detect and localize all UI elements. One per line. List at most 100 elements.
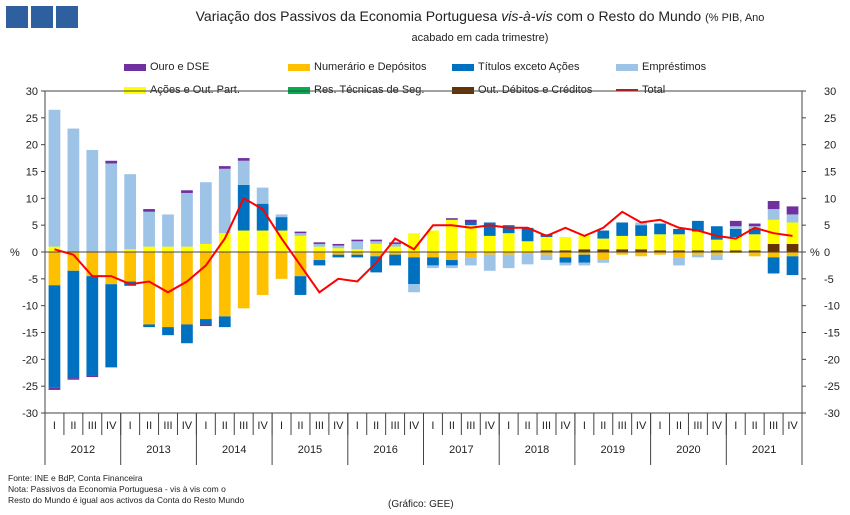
total-line [54,196,793,294]
bar-acoes [635,235,648,250]
footer-note-2: Resto do Mundo é igual aos activos da Co… [8,495,245,505]
x-tick-label-quarter: I [507,420,510,432]
y-tick-label-left: -30 [22,408,38,420]
x-tick-label-quarter: IV [257,420,268,432]
y-tick-label-right: -5 [824,274,834,286]
bar-ouro [105,160,118,164]
bar-numerario [67,252,80,271]
bar-emprestimos [199,182,212,244]
bar-acoes [48,246,61,252]
bar-acoes [597,238,610,250]
bar-emprestimos [710,254,723,261]
bar-numerario [767,252,780,258]
y-axis-label-right: % [810,247,820,259]
legend-numerario: Numerário e Depósitos [288,61,427,73]
bar-numerario [86,252,99,277]
bar-titulos [256,203,269,231]
gee-logo [6,6,78,28]
x-tick-label-quarter: IV [485,420,496,432]
x-tick-label-quarter: III [466,420,475,432]
bar-numerario [351,252,364,255]
bar-titulos [673,228,685,235]
bar-emprestimos [275,214,288,218]
bar-acoes [218,233,231,252]
x-tick-label-quarter: I [583,420,586,432]
bar-titulos [748,228,761,235]
bar-titulos [48,285,61,388]
logo-block-2 [31,6,53,28]
y-tick-label-left: -5 [28,274,38,286]
bar-ouro [446,218,458,220]
bar-titulos [483,222,496,236]
x-tick-label-quarter: II [222,420,228,432]
y-tick-label-left: 30 [26,86,38,98]
y-tick-label-left: 25 [26,113,38,125]
x-tick-label-year: 2021 [752,444,776,456]
bar-titulos [502,225,515,234]
legend-swatch-titulos [452,63,474,71]
x-tick-label-quarter: I [659,420,662,432]
bar-numerario [218,252,231,317]
bar-titulos [464,222,477,226]
x-tick-label-year: 2016 [373,444,397,456]
bar-out_debitos [578,249,591,252]
x-tick-label-quarter: IV [106,420,117,432]
bar-ouro [786,206,799,215]
legend-label-titulos: Títulos exceto Ações [478,61,580,73]
logo-block-3 [56,6,78,28]
y-tick-label-right: 25 [824,113,836,125]
bar-numerario [199,252,212,320]
bar-ouro [729,220,742,227]
x-tick-label-quarter: II [297,420,303,432]
y-tick-label-left: -15 [22,328,38,340]
bar-numerario [635,252,648,257]
bar-emprestimos [86,150,99,252]
x-tick-label-quarter: II [600,420,606,432]
bar-out_debitos [729,250,742,252]
bar-acoes [786,222,799,244]
legend-acoes: Ações e Out. Part. [124,84,240,96]
bar-out_debitos [540,250,553,252]
y-tick-label-left: 10 [26,193,38,205]
x-tick-label-quarter: II [449,420,455,432]
x-tick-label-year: 2013 [146,444,170,456]
x-tick-label-quarter: IV [560,420,571,432]
legend-swatch-res-tecnicas [288,86,310,94]
bar-emprestimos [408,284,420,293]
bar-numerario [559,252,572,258]
bar-emprestimos [559,262,572,266]
bar-emprestimos [464,257,477,266]
bar-ouro [218,166,231,169]
bar-emprestimos [237,160,250,185]
title-note-1: (% PIB, Ano [705,12,765,24]
bar-emprestimos [181,192,193,247]
bar-out_debitos [616,249,629,252]
x-tick-label-quarter: I [431,420,434,432]
bar-numerario [427,252,439,258]
bar-acoes [389,246,401,252]
x-tick-label-year: 2018 [525,444,549,456]
x-tick-label-quarter: III [163,420,172,432]
bar-numerario [597,252,610,261]
bar-numerario [673,252,685,258]
bar-titulos [105,284,118,368]
bar-out_debitos [786,243,799,252]
bar-ouro [294,231,307,234]
bar-acoes [124,249,137,252]
legend-swatch-out-debitos [452,86,474,94]
bar-ouro [351,239,364,242]
y-tick-label-right: -15 [824,328,840,340]
bar-acoes [313,246,326,252]
bar-ouro [199,324,212,327]
bar-titulos [446,260,458,266]
x-tick-label-quarter: I [204,420,207,432]
bar-numerario [710,252,723,255]
bar-titulos [786,256,799,276]
bar-numerario [332,252,345,255]
bar-acoes [616,235,629,250]
x-tick-label-year: 2014 [222,444,246,456]
bar-emprestimos [673,257,685,266]
bar-titulos [767,257,780,274]
bar-out_debitos [692,250,704,252]
